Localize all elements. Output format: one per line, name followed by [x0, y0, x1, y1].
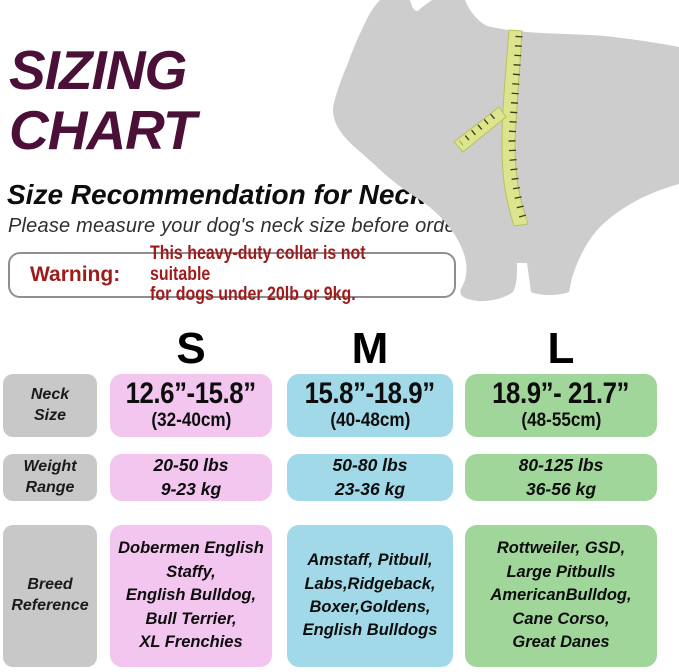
weight-m: 50-80 lbs 23-36 kg [332, 454, 408, 499]
breeds-s: Dobermen English Staffy, English Bulldog… [118, 539, 264, 652]
size-header-m: M [351, 324, 389, 373]
cell-weight-m: 50-80 lbs 23-36 kg [287, 454, 453, 501]
title-line-1: SIZING [9, 39, 187, 101]
neck-inches-m: 15.8”-18.9” [304, 377, 436, 411]
neck-inches-l: 18.9”- 21.7” [492, 377, 630, 411]
neck-inches-s: 12.6”-15.8” [125, 377, 257, 411]
neck-cm-s: (32-40cm) [151, 410, 231, 432]
measure-note: Please measure your dog's neck size befo… [8, 215, 491, 237]
cell-weight-s: 20-50 lbs 9-23 kg [110, 454, 272, 501]
cell-breeds-l: Rottweiler, GSD, Large Pitbulls American… [465, 525, 657, 667]
breeds-l: Rottweiler, GSD, Large Pitbulls American… [490, 539, 632, 652]
subtitle: Size Recommendation for Neck [7, 179, 426, 210]
warning-box: Warning: This heavy-duty collar is not s… [8, 243, 456, 305]
cell-neck-m: 15.8”-18.9” (40-48cm) [287, 374, 453, 437]
row-label-neck-size: Neck Size [3, 374, 97, 437]
weight-l: 80-125 lbs 36-56 kg [518, 454, 604, 499]
page-title: SIZING CHART [9, 39, 196, 161]
weight-s: 20-50 lbs 9-23 kg [153, 454, 229, 499]
title-line-2: CHART [9, 99, 196, 161]
size-header-l: L [547, 324, 575, 373]
row-label-breed-reference: Breed Reference [3, 525, 97, 667]
measuring-tape-branch-icon [453, 106, 507, 153]
cell-breeds-s: Dobermen English Staffy, English Bulldog… [110, 525, 272, 667]
row-label-weight-range: Weight Range [3, 454, 97, 501]
breeds-m: Amstaff, Pitbull, Labs,Ridgeback, Boxer,… [302, 551, 438, 640]
cell-neck-s: 12.6”-15.8” (32-40cm) [110, 374, 272, 437]
warning-label: Warning: [30, 263, 121, 286]
neck-cm-m: (40-48cm) [330, 410, 410, 432]
cell-weight-l: 80-125 lbs 36-56 kg [465, 454, 657, 501]
neck-cm-l: (48-55cm) [521, 410, 601, 432]
measuring-tape-icon [501, 29, 529, 227]
warning-message: This heavy-duty collar is not suitable f… [150, 242, 366, 306]
size-header-s: S [176, 324, 206, 373]
dog-illustration [333, 0, 679, 302]
cell-breeds-m: Amstaff, Pitbull, Labs,Ridgeback, Boxer,… [287, 525, 453, 667]
cell-neck-l: 18.9”- 21.7” (48-55cm) [465, 374, 657, 437]
